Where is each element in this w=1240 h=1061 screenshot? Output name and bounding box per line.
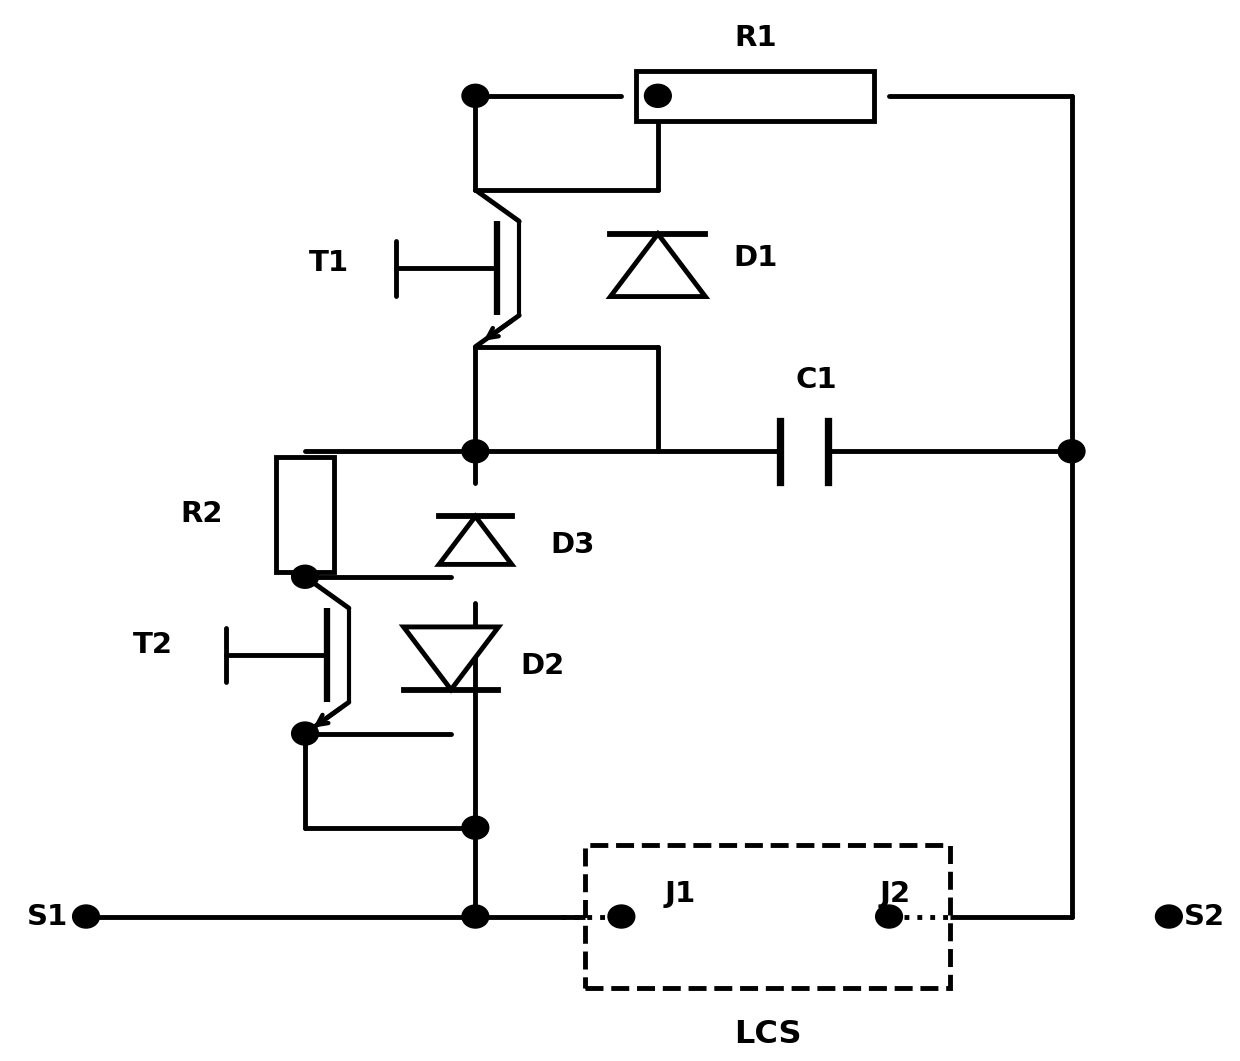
Text: T2: T2 [133, 630, 172, 659]
Circle shape [1058, 439, 1085, 463]
Polygon shape [439, 517, 512, 564]
Text: D2: D2 [520, 651, 564, 680]
Bar [636, 71, 874, 121]
Circle shape [608, 905, 635, 928]
Circle shape [463, 84, 489, 107]
Polygon shape [403, 627, 498, 690]
Bar [585, 846, 950, 988]
Circle shape [1156, 905, 1182, 928]
Text: D3: D3 [551, 530, 595, 559]
Circle shape [291, 723, 319, 745]
Circle shape [463, 905, 489, 928]
Circle shape [291, 566, 319, 588]
Text: D1: D1 [733, 244, 777, 272]
Text: C1: C1 [795, 366, 837, 395]
Circle shape [463, 439, 489, 463]
Text: J1: J1 [665, 880, 696, 907]
Text: S1: S1 [26, 903, 68, 930]
Polygon shape [610, 233, 706, 296]
Text: LCS: LCS [734, 1020, 801, 1050]
Text: T1: T1 [309, 249, 350, 277]
Text: R2: R2 [180, 500, 223, 528]
Bar [275, 456, 335, 572]
Circle shape [463, 816, 489, 839]
Text: S2: S2 [1183, 903, 1225, 930]
Text: R1: R1 [734, 24, 776, 52]
Text: J2: J2 [879, 880, 910, 907]
Circle shape [645, 84, 671, 107]
Circle shape [73, 905, 99, 928]
Circle shape [875, 905, 903, 928]
